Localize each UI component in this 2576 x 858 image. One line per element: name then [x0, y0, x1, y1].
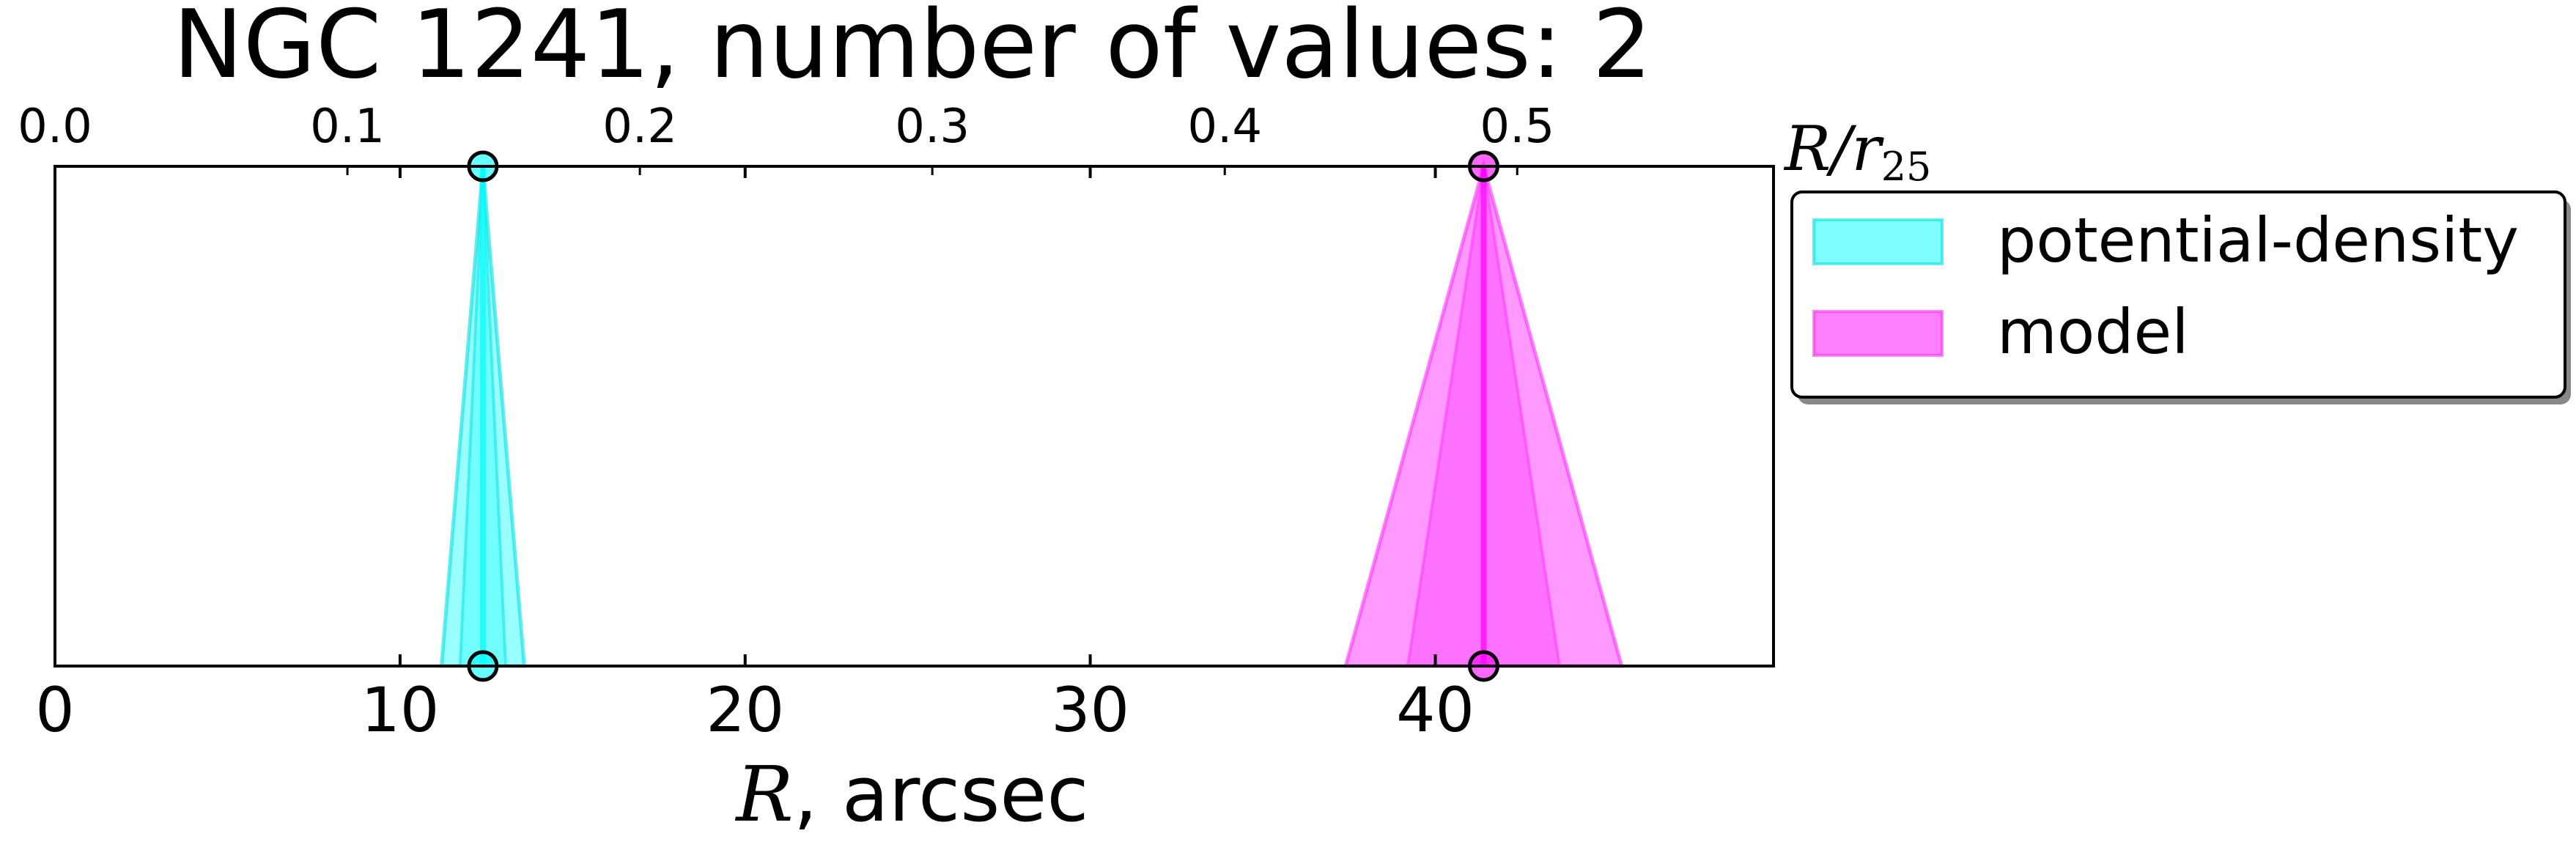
- top-axis-label: R/r25: [1783, 113, 1931, 190]
- top-tick-label: 0.3: [895, 100, 970, 154]
- x-axis-label-unit: , arcsec: [794, 750, 1089, 839]
- legend-label-potential-density: potential-density: [1997, 204, 2519, 276]
- bottom-tick-label: 20: [706, 674, 784, 746]
- legend-swatch-potential-density: [1812, 218, 1944, 265]
- chart-title: NGC 1241, number of values: 2: [173, 0, 1652, 100]
- bottom-tick-label: 40: [1396, 674, 1475, 746]
- top-tick-label: 0.5: [1480, 100, 1554, 154]
- x-axis-label: R, arcsec: [734, 750, 1088, 839]
- legend-box: [1790, 191, 2566, 399]
- plot-area: [55, 166, 1774, 666]
- series-model: [1343, 150, 1625, 682]
- series-layer: [439, 150, 1625, 682]
- bottom-tick-label: 30: [1051, 674, 1129, 746]
- top-axis-label-main: R/r: [1783, 113, 1885, 185]
- legend-swatch-model: [1812, 310, 1944, 357]
- x-axis-label-symbol: R: [734, 750, 793, 839]
- legend-label-model: model: [1997, 296, 2189, 368]
- top-axis-label-subscript: 25: [1881, 144, 1932, 190]
- plot-border: [53, 165, 1775, 667]
- top-tick-label: 0.4: [1187, 100, 1262, 154]
- bottom-tick-label: 0: [35, 674, 74, 746]
- bottom-tick-label: 10: [361, 674, 439, 746]
- bottom-axis: 0 10 20 30 40: [35, 166, 1475, 746]
- legend-items: potential-density model: [1812, 204, 2519, 368]
- top-tick-label: 0.1: [310, 100, 385, 154]
- top-axis: 0.0 0.1 0.2 0.3 0.4 0.5: [18, 100, 1554, 175]
- legend: potential-density model: [1790, 191, 2566, 399]
- top-tick-label: 0.0: [18, 100, 92, 154]
- top-tick-label: 0.2: [602, 100, 677, 154]
